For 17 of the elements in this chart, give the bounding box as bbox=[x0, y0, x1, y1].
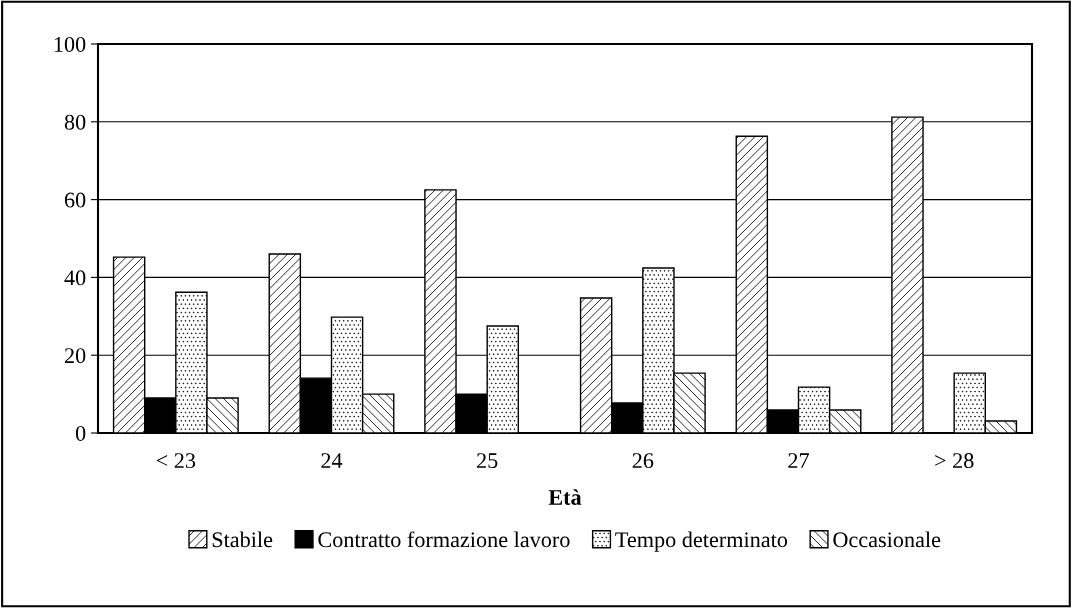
x-axis-title: Età bbox=[548, 489, 582, 505]
legend-label: Tempo determinato bbox=[615, 531, 788, 552]
legend-label: Occasionale bbox=[833, 531, 941, 548]
legend-label: Contratto formazione lavoro bbox=[318, 531, 570, 548]
legend-label: Stabile bbox=[212, 531, 273, 548]
y-tick-label: 100 bbox=[54, 36, 86, 52]
y-tick-label: 40 bbox=[64, 270, 86, 286]
x-tick-label: 25 bbox=[477, 453, 498, 469]
y-tick-label: 60 bbox=[64, 192, 86, 208]
x-tick-label: 26 bbox=[632, 453, 654, 469]
y-tick-label: 20 bbox=[64, 348, 86, 364]
x-tick-label: 27 bbox=[788, 453, 809, 468]
y-tick-label: 0 bbox=[75, 425, 86, 441]
x-tick-label: > 28 bbox=[935, 453, 974, 469]
x-tick-label: 24 bbox=[321, 453, 343, 468]
x-tick-label: < 23 bbox=[156, 453, 196, 469]
y-tick-label: 80 bbox=[64, 114, 86, 130]
